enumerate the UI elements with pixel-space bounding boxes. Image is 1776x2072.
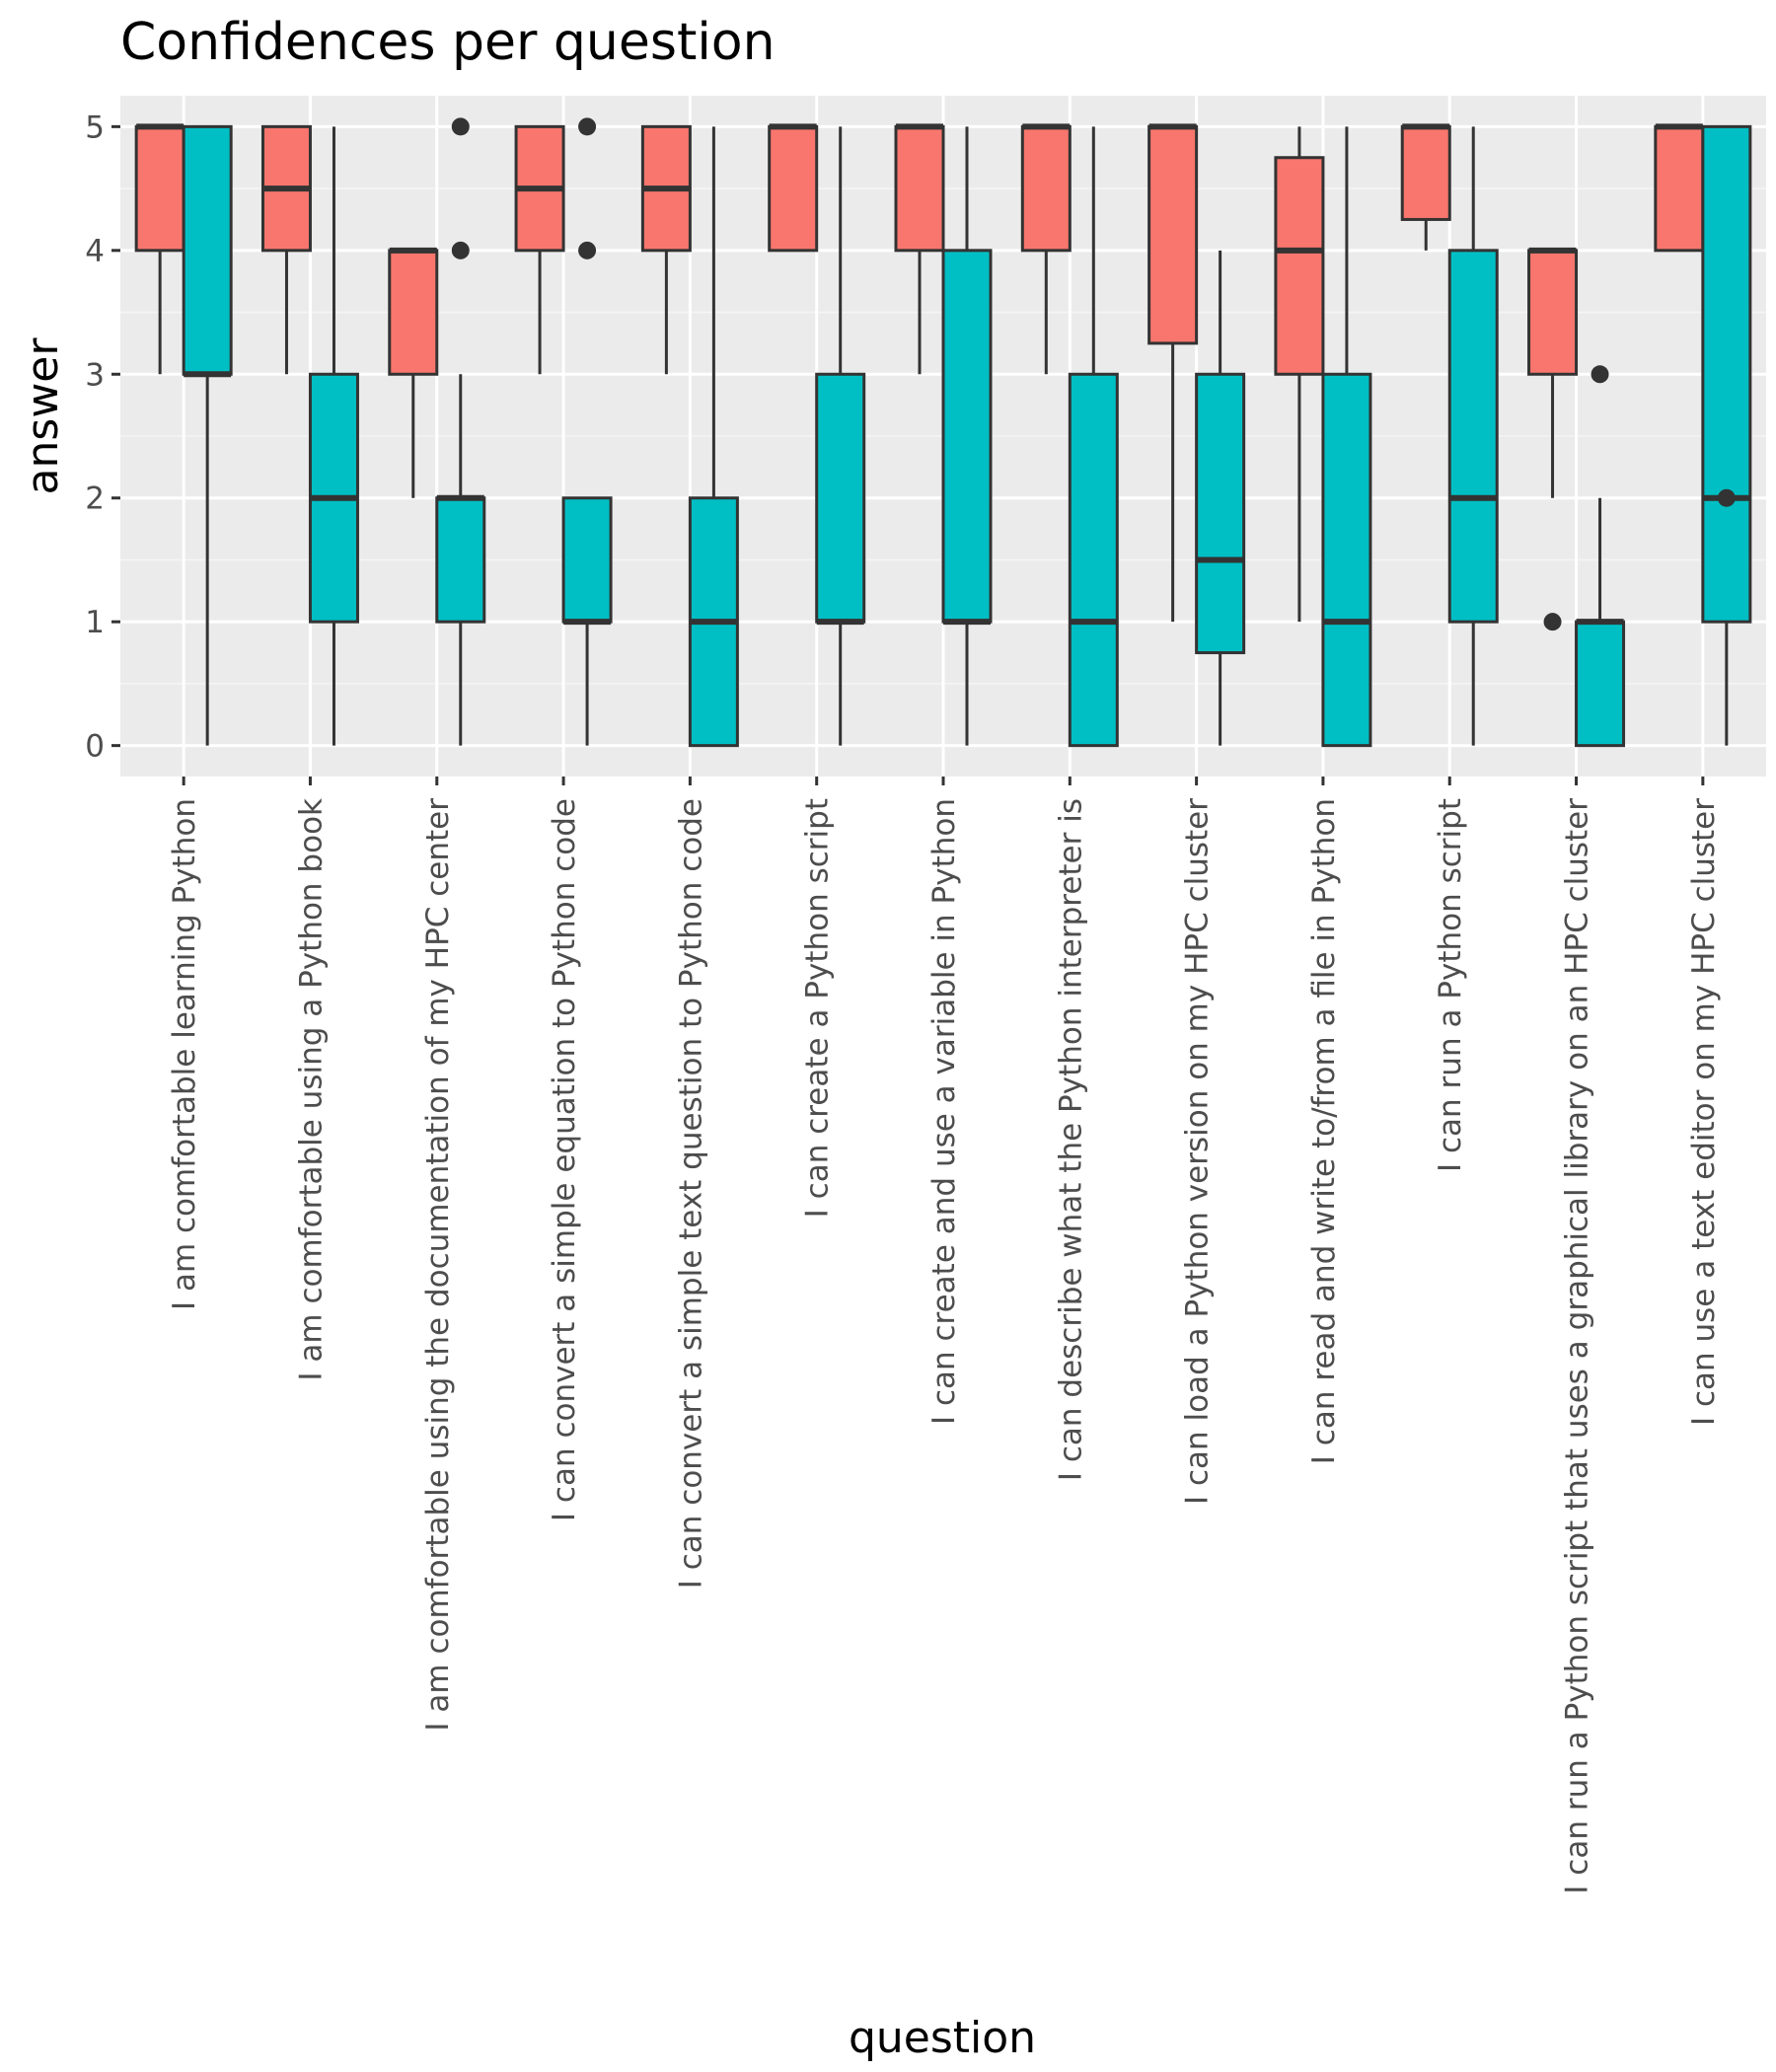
box-b-4 [688, 126, 739, 748]
box-body [1274, 156, 1325, 376]
x-tick-label: I can run a Python script [1433, 798, 1468, 1172]
box-body [561, 496, 613, 624]
outlier-point [578, 117, 597, 136]
x-tick-label: I am comfortable learning Python [167, 798, 202, 1310]
box-b-2 [435, 117, 486, 746]
box-a-4 [640, 124, 692, 375]
box-body [1527, 249, 1579, 376]
box-body [1701, 124, 1752, 624]
outlier-point [1543, 613, 1562, 631]
box-a-10 [1400, 123, 1451, 251]
box-b-8 [1195, 250, 1246, 746]
outlier-point [1591, 365, 1609, 384]
x-tick-label: I am comfortable using a Python book [293, 798, 329, 1381]
box-a-2 [388, 247, 439, 498]
box-body [894, 124, 945, 253]
box-b-3 [561, 117, 613, 746]
box-b-1 [308, 126, 359, 746]
y-tick-label: 5 [85, 110, 105, 145]
box-body [768, 124, 819, 253]
x-tick-label: I can create a Python script [800, 798, 836, 1218]
box-b-7 [1068, 126, 1119, 748]
box-body [1195, 372, 1246, 655]
box-b-12 [1701, 124, 1752, 746]
x-tick-label: I am comfortable using the documentation… [420, 798, 456, 1732]
box-body [1020, 124, 1072, 253]
y-tick-label: 2 [85, 481, 105, 517]
y-tick-label: 1 [85, 605, 105, 640]
x-tick-label: I can describe what the Python interpret… [1053, 798, 1088, 1481]
y-tick-label: 4 [85, 234, 105, 269]
box-body [1400, 124, 1451, 221]
box-a-12 [1654, 123, 1705, 253]
box-body [941, 249, 993, 624]
box-body [1575, 620, 1626, 748]
box-layer [134, 117, 1752, 748]
outlier-point [578, 241, 597, 259]
chart-title: Confidences per question [120, 13, 776, 72]
box-b-9 [1321, 126, 1372, 748]
outlier-point [1717, 488, 1736, 507]
box-body [1068, 372, 1119, 748]
x-tick-label: I can use a text editor on my HPC cluste… [1686, 798, 1722, 1426]
box-body [1321, 372, 1372, 748]
box-b-6 [941, 126, 993, 746]
box-b-10 [1447, 126, 1499, 746]
x-tick-label: I can run a Python script that uses a gr… [1560, 798, 1595, 1894]
x-tick-label: I can create and use a variable in Pytho… [926, 798, 962, 1425]
box-a-3 [514, 124, 565, 375]
box-body [1147, 124, 1199, 345]
box-a-0 [134, 123, 185, 375]
box-a-1 [260, 124, 312, 375]
box-body [1654, 124, 1705, 253]
y-axis-title: answer [18, 337, 68, 495]
box-b-0 [182, 124, 233, 746]
x-axis-title: question [849, 2013, 1036, 2063]
x-tick-label: I can convert a simple text question to … [673, 798, 708, 1589]
box-a-6 [894, 123, 945, 375]
box-a-11 [1527, 247, 1579, 631]
box-a-9 [1274, 126, 1325, 623]
box-a-5 [768, 123, 819, 253]
outlier-point [451, 241, 470, 259]
box-body [134, 124, 185, 253]
x-tick-label: I can read and write to/from a file in P… [1306, 798, 1342, 1464]
y-axis: 0 1 2 3 4 5 [85, 110, 120, 765]
y-tick-label: 0 [85, 729, 105, 765]
box-body [815, 372, 866, 624]
x-tick-label: I can convert a simple equation to Pytho… [547, 798, 582, 1521]
x-axis: I am comfortable learning Python I am com… [167, 777, 1722, 1894]
box-a-8 [1147, 123, 1199, 623]
box-body [388, 249, 439, 376]
box-b-5 [815, 126, 866, 746]
box-body [182, 124, 233, 376]
box-body [435, 496, 486, 624]
outlier-point [451, 117, 470, 136]
box-a-7 [1020, 123, 1072, 375]
box-body [1447, 249, 1499, 624]
x-tick-label: I can load a Python version on my HPC cl… [1180, 798, 1216, 1505]
box-b-11 [1575, 365, 1626, 748]
y-tick-label: 3 [85, 357, 105, 393]
